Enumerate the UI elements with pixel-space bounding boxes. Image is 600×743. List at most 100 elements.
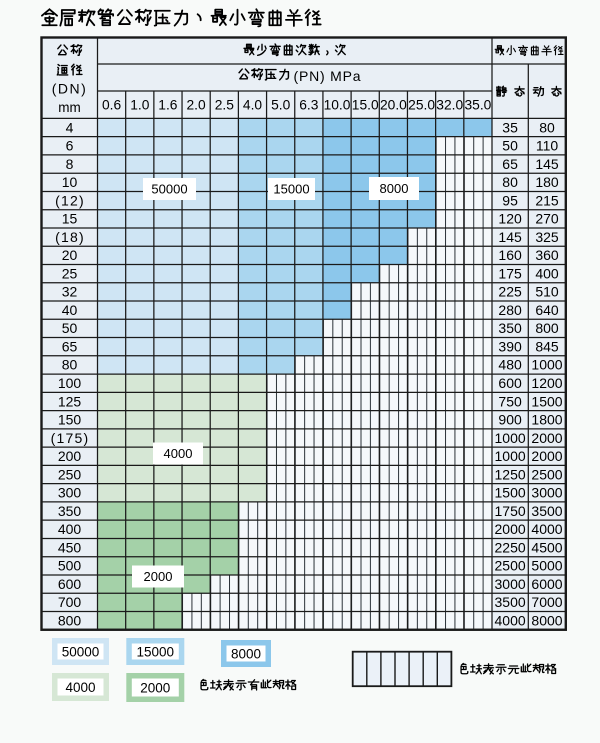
svg-text:15000: 15000 xyxy=(273,182,309,197)
svg-text:(12): (12) xyxy=(55,192,85,208)
svg-text:3500: 3500 xyxy=(495,594,526,610)
svg-text:10.0: 10.0 xyxy=(324,98,351,113)
svg-text:1000: 1000 xyxy=(495,448,526,464)
svg-text:180: 180 xyxy=(535,174,559,190)
svg-text:32: 32 xyxy=(62,284,78,300)
svg-text:5.0: 5.0 xyxy=(271,98,291,113)
svg-text:4000: 4000 xyxy=(65,680,95,695)
svg-text:600: 600 xyxy=(58,576,82,592)
svg-text:20.0: 20.0 xyxy=(380,98,407,113)
svg-text:160: 160 xyxy=(498,247,522,263)
svg-text:390: 390 xyxy=(498,339,522,355)
svg-text:100: 100 xyxy=(58,375,82,391)
svg-text:120: 120 xyxy=(498,211,522,227)
svg-text:900: 900 xyxy=(498,412,522,428)
svg-text:(175): (175) xyxy=(51,430,90,446)
svg-text:280: 280 xyxy=(498,302,522,318)
svg-text:800: 800 xyxy=(58,612,82,628)
svg-text:mm: mm xyxy=(58,100,81,115)
svg-text:4000: 4000 xyxy=(164,446,193,461)
svg-text:600: 600 xyxy=(498,375,522,391)
svg-text:2000: 2000 xyxy=(140,680,170,695)
svg-text:2250: 2250 xyxy=(495,539,526,555)
svg-text:360: 360 xyxy=(535,247,559,263)
svg-text:35: 35 xyxy=(502,119,518,135)
svg-text:1000: 1000 xyxy=(495,430,526,446)
svg-text:40: 40 xyxy=(62,302,78,318)
svg-text:3000: 3000 xyxy=(531,485,562,501)
svg-text:4500: 4500 xyxy=(531,539,562,555)
svg-text:800: 800 xyxy=(535,320,559,336)
svg-text:5000: 5000 xyxy=(531,558,562,574)
svg-text:50000: 50000 xyxy=(151,182,187,197)
svg-text:8000: 8000 xyxy=(380,181,409,196)
svg-text:270: 270 xyxy=(535,211,559,227)
svg-text:65: 65 xyxy=(62,339,78,355)
svg-text:150: 150 xyxy=(58,412,82,428)
svg-text:80: 80 xyxy=(62,357,78,373)
svg-text:450: 450 xyxy=(58,539,82,555)
svg-text:10: 10 xyxy=(62,174,78,190)
svg-text:2000: 2000 xyxy=(495,521,526,537)
svg-text:400: 400 xyxy=(535,265,559,281)
svg-text:3500: 3500 xyxy=(531,503,562,519)
svg-text:6000: 6000 xyxy=(531,576,562,592)
svg-text:325: 325 xyxy=(535,229,559,245)
svg-text:15.0: 15.0 xyxy=(352,98,379,113)
svg-text:2000: 2000 xyxy=(531,430,562,446)
svg-text:480: 480 xyxy=(498,357,522,373)
svg-text:750: 750 xyxy=(498,393,522,409)
svg-text:1500: 1500 xyxy=(495,485,526,501)
svg-text:4: 4 xyxy=(66,119,74,135)
svg-text:2000: 2000 xyxy=(144,569,173,584)
svg-text:1.0: 1.0 xyxy=(130,98,150,113)
svg-text:6: 6 xyxy=(66,138,74,154)
svg-text:300: 300 xyxy=(58,485,82,501)
svg-text:25: 25 xyxy=(62,265,78,281)
svg-text:145: 145 xyxy=(535,156,559,172)
svg-text:95: 95 xyxy=(502,192,518,208)
svg-text:8000: 8000 xyxy=(531,612,562,628)
svg-text:50: 50 xyxy=(62,320,78,336)
svg-text:7000: 7000 xyxy=(531,594,562,610)
svg-text:50000: 50000 xyxy=(62,644,100,659)
svg-text:350: 350 xyxy=(58,503,82,519)
svg-text:200: 200 xyxy=(58,448,82,464)
svg-text:500: 500 xyxy=(58,558,82,574)
svg-text:175: 175 xyxy=(498,265,522,281)
svg-text:80: 80 xyxy=(502,174,518,190)
svg-text:145: 145 xyxy=(498,229,522,245)
svg-text:2.5: 2.5 xyxy=(215,98,235,113)
svg-text:50: 50 xyxy=(502,138,518,154)
svg-text:1800: 1800 xyxy=(531,412,562,428)
svg-text:1200: 1200 xyxy=(531,375,562,391)
svg-text:3000: 3000 xyxy=(495,576,526,592)
svg-text:1250: 1250 xyxy=(495,466,526,482)
svg-text:350: 350 xyxy=(498,320,522,336)
svg-text:215: 215 xyxy=(535,192,559,208)
svg-text:700: 700 xyxy=(58,594,82,610)
svg-text:4.0: 4.0 xyxy=(243,98,263,113)
svg-text:35.0: 35.0 xyxy=(464,98,491,113)
svg-text:80: 80 xyxy=(539,119,555,135)
svg-text:8: 8 xyxy=(66,156,74,172)
svg-text:4000: 4000 xyxy=(531,521,562,537)
svg-text:8000: 8000 xyxy=(231,646,261,661)
svg-text:1500: 1500 xyxy=(531,393,562,409)
svg-text:1750: 1750 xyxy=(495,503,526,519)
svg-text:65: 65 xyxy=(502,156,518,172)
svg-text:32.0: 32.0 xyxy=(436,98,463,113)
svg-text:25.0: 25.0 xyxy=(408,98,435,113)
svg-text:1000: 1000 xyxy=(531,357,562,373)
svg-text:225: 225 xyxy=(498,284,522,300)
svg-text:15000: 15000 xyxy=(137,644,175,659)
svg-text:2500: 2500 xyxy=(531,466,562,482)
svg-text:640: 640 xyxy=(535,302,559,318)
svg-text:4000: 4000 xyxy=(495,612,526,628)
svg-text:20: 20 xyxy=(62,247,78,263)
svg-text:2000: 2000 xyxy=(531,448,562,464)
svg-text:1.6: 1.6 xyxy=(158,98,178,113)
svg-text:0.6: 0.6 xyxy=(102,98,122,113)
svg-text:(18): (18) xyxy=(55,229,85,245)
svg-text:110: 110 xyxy=(536,138,559,154)
